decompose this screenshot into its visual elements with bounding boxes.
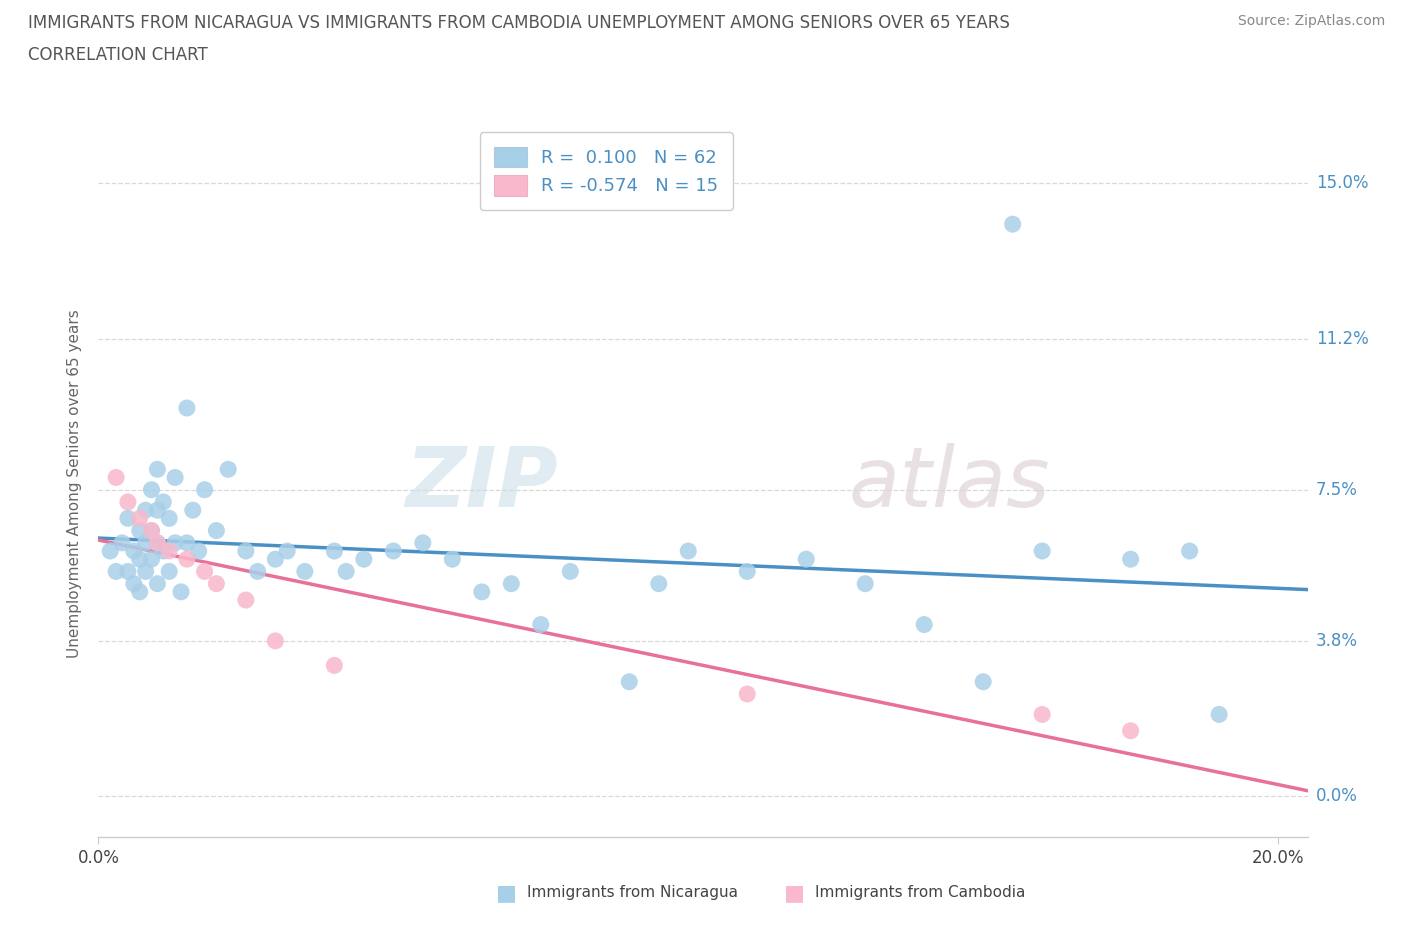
Text: 7.5%: 7.5% xyxy=(1316,481,1358,498)
Point xyxy=(1178,543,1201,558)
Point xyxy=(276,543,298,558)
Text: 11.2%: 11.2% xyxy=(1316,329,1368,348)
Point xyxy=(1208,707,1230,722)
Point xyxy=(205,577,228,591)
Text: IMMIGRANTS FROM NICARAGUA VS IMMIGRANTS FROM CAMBODIA UNEMPLOYMENT AMONG SENIORS: IMMIGRANTS FROM NICARAGUA VS IMMIGRANTS … xyxy=(28,14,1010,32)
Point xyxy=(141,483,163,498)
Point xyxy=(187,543,209,558)
Point xyxy=(441,551,464,566)
Point xyxy=(560,564,582,578)
Text: ■: ■ xyxy=(785,883,804,903)
Point xyxy=(1031,543,1053,558)
Point xyxy=(128,584,150,599)
Point xyxy=(912,618,935,632)
Point xyxy=(152,543,174,558)
Point xyxy=(794,551,817,566)
Point xyxy=(181,503,204,518)
Point xyxy=(135,564,157,578)
Point xyxy=(117,495,139,510)
Y-axis label: Unemployment Among Seniors over 65 years: Unemployment Among Seniors over 65 years xyxy=(67,309,83,658)
Point xyxy=(205,524,228,538)
Text: 0.0%: 0.0% xyxy=(1316,787,1358,805)
Point xyxy=(157,511,180,525)
Text: Source: ZipAtlas.com: Source: ZipAtlas.com xyxy=(1237,14,1385,28)
Point xyxy=(128,511,150,525)
Point xyxy=(170,584,193,599)
Point xyxy=(141,524,163,538)
Point xyxy=(135,503,157,518)
Text: 15.0%: 15.0% xyxy=(1316,174,1368,193)
Text: CORRELATION CHART: CORRELATION CHART xyxy=(28,46,208,64)
Point xyxy=(678,543,700,558)
Point xyxy=(235,592,257,607)
Text: Immigrants from Nicaragua: Immigrants from Nicaragua xyxy=(527,885,738,900)
Point xyxy=(135,536,157,551)
Point xyxy=(217,462,239,477)
Point xyxy=(146,577,169,591)
Point xyxy=(176,536,198,551)
Text: ■: ■ xyxy=(496,883,516,903)
Text: Immigrants from Cambodia: Immigrants from Cambodia xyxy=(815,885,1026,900)
Point xyxy=(353,551,375,566)
Point xyxy=(176,401,198,416)
Text: atlas: atlas xyxy=(848,443,1050,525)
Point xyxy=(235,543,257,558)
Point xyxy=(530,618,553,632)
Point xyxy=(128,524,150,538)
Point xyxy=(194,564,217,578)
Legend: R =  0.100   N = 62, R = -0.574   N = 15: R = 0.100 N = 62, R = -0.574 N = 15 xyxy=(479,132,733,210)
Point xyxy=(648,577,671,591)
Point xyxy=(122,577,145,591)
Point xyxy=(735,564,758,578)
Point xyxy=(1119,724,1142,738)
Point xyxy=(194,483,217,498)
Point xyxy=(146,536,169,551)
Point xyxy=(146,462,169,477)
Point xyxy=(471,584,494,599)
Point xyxy=(246,564,269,578)
Point xyxy=(501,577,523,591)
Point xyxy=(853,577,876,591)
Point xyxy=(1119,551,1142,566)
Point xyxy=(165,536,187,551)
Point xyxy=(105,564,128,578)
Point xyxy=(335,564,357,578)
Point xyxy=(1001,217,1024,232)
Point xyxy=(176,551,198,566)
Point xyxy=(146,503,169,518)
Point xyxy=(294,564,316,578)
Point xyxy=(382,543,405,558)
Point xyxy=(117,564,139,578)
Point xyxy=(141,551,163,566)
Point xyxy=(264,551,287,566)
Point xyxy=(1031,707,1053,722)
Point xyxy=(619,674,641,689)
Point xyxy=(157,564,180,578)
Point xyxy=(972,674,994,689)
Point xyxy=(128,551,150,566)
Point xyxy=(323,543,346,558)
Point xyxy=(323,658,346,672)
Point xyxy=(165,470,187,485)
Point xyxy=(98,543,121,558)
Point xyxy=(117,511,139,525)
Text: 3.8%: 3.8% xyxy=(1316,631,1358,650)
Point xyxy=(105,470,128,485)
Text: ZIP: ZIP xyxy=(405,443,558,525)
Point xyxy=(412,536,434,551)
Point xyxy=(735,686,758,701)
Point xyxy=(111,536,134,551)
Point xyxy=(146,536,169,551)
Point xyxy=(157,543,180,558)
Point xyxy=(152,495,174,510)
Point xyxy=(141,524,163,538)
Point xyxy=(122,543,145,558)
Point xyxy=(264,633,287,648)
